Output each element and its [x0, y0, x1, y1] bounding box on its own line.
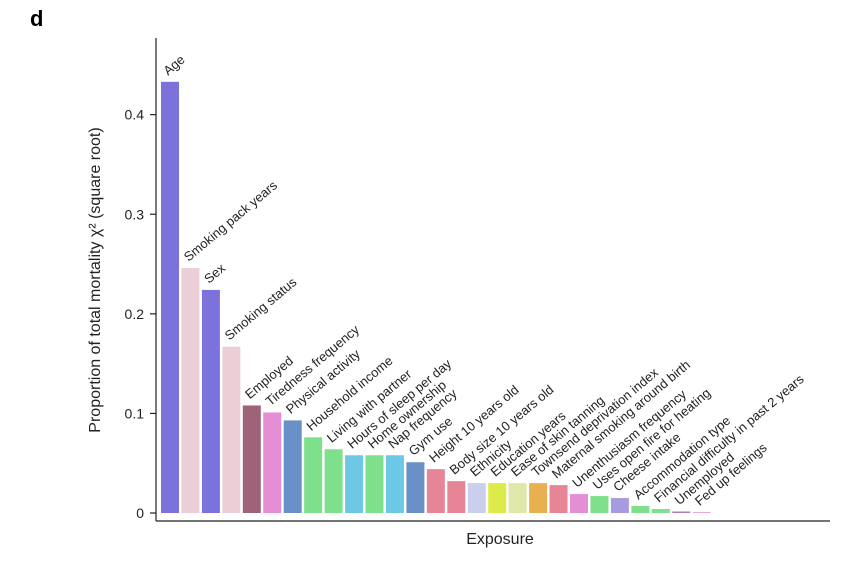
- bars: [161, 81, 711, 513]
- y-tick-label: 0: [136, 505, 144, 521]
- bar: [406, 462, 425, 513]
- y-tick-label: 0.4: [125, 107, 145, 123]
- bar: [672, 511, 691, 513]
- bar: [590, 496, 609, 513]
- bar: [365, 455, 384, 513]
- bar: [263, 412, 282, 513]
- y-tick-label: 0.2: [125, 306, 145, 322]
- bar: [692, 512, 711, 513]
- bar: [324, 449, 343, 513]
- bar-label: Smoking status: [222, 274, 300, 343]
- y-tick-label: 0.3: [125, 206, 145, 222]
- y-ticks: 0 0.1 0.2 0.3 0.4: [125, 107, 156, 521]
- bar: [488, 483, 507, 513]
- axes: [155, 38, 830, 522]
- bar: [467, 483, 486, 513]
- bar: [385, 455, 404, 513]
- bar: [610, 498, 629, 513]
- bar: [345, 455, 364, 513]
- bar: [304, 437, 323, 513]
- bar: [570, 494, 588, 513]
- bar-label: Smoking pack years: [181, 177, 281, 264]
- bar: [631, 506, 650, 513]
- x-axis-title: Exposure: [466, 531, 534, 548]
- bar: [426, 469, 445, 513]
- bar: [222, 346, 241, 513]
- y-axis-title: Proportion of total mortality χ² (square…: [87, 127, 104, 432]
- bar: [508, 483, 527, 513]
- bar: [549, 485, 568, 513]
- bar: [283, 420, 302, 513]
- bar-label: Age: [160, 52, 187, 78]
- bar: [651, 509, 670, 513]
- bar: [529, 483, 548, 513]
- bar: [181, 268, 200, 513]
- bar: [447, 481, 466, 513]
- bar: [201, 289, 220, 513]
- bar: [161, 81, 179, 513]
- y-tick-label: 0.1: [125, 405, 145, 421]
- bar-label: Sex: [201, 260, 228, 286]
- panel-label: d: [30, 6, 44, 31]
- bar: [242, 405, 261, 513]
